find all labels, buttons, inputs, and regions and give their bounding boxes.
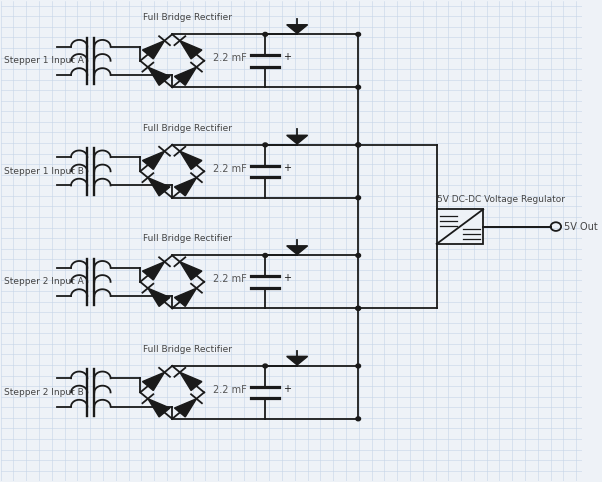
Text: Full Bridge Rectifier: Full Bridge Rectifier xyxy=(143,13,232,22)
Circle shape xyxy=(356,254,361,257)
Text: Stepper 1 Input A: Stepper 1 Input A xyxy=(4,56,84,65)
Circle shape xyxy=(263,254,267,257)
Polygon shape xyxy=(175,178,196,196)
Circle shape xyxy=(356,32,361,36)
Polygon shape xyxy=(287,135,308,144)
Polygon shape xyxy=(175,399,196,417)
Polygon shape xyxy=(148,178,170,196)
Text: 2.2 mF: 2.2 mF xyxy=(213,274,247,284)
Circle shape xyxy=(356,196,361,200)
Polygon shape xyxy=(148,399,170,417)
Text: Full Bridge Rectifier: Full Bridge Rectifier xyxy=(143,345,232,354)
Text: +: + xyxy=(282,53,291,62)
Circle shape xyxy=(356,307,361,310)
Polygon shape xyxy=(180,40,202,59)
Text: Full Bridge Rectifier: Full Bridge Rectifier xyxy=(143,124,232,133)
Polygon shape xyxy=(180,262,202,280)
Polygon shape xyxy=(180,151,202,170)
Circle shape xyxy=(356,143,361,147)
Text: +: + xyxy=(282,163,291,173)
Circle shape xyxy=(263,32,267,36)
Text: 2.2 mF: 2.2 mF xyxy=(213,164,247,174)
Text: Stepper 2 Input B: Stepper 2 Input B xyxy=(4,388,83,397)
Text: 2.2 mF: 2.2 mF xyxy=(213,54,247,63)
Bar xyxy=(436,209,483,244)
Polygon shape xyxy=(143,372,164,390)
Text: +: + xyxy=(282,273,291,283)
Polygon shape xyxy=(180,372,202,390)
Polygon shape xyxy=(143,151,164,170)
Polygon shape xyxy=(148,67,170,85)
Text: +: + xyxy=(282,384,291,394)
Circle shape xyxy=(356,85,361,89)
Text: 5V Out: 5V Out xyxy=(564,222,598,231)
Circle shape xyxy=(356,143,361,147)
Circle shape xyxy=(356,364,361,368)
Polygon shape xyxy=(175,67,196,85)
Polygon shape xyxy=(175,288,196,307)
Circle shape xyxy=(356,307,361,310)
Text: Stepper 2 Input A: Stepper 2 Input A xyxy=(4,277,83,286)
Text: 5V DC-DC Voltage Regulator: 5V DC-DC Voltage Regulator xyxy=(436,195,565,203)
Polygon shape xyxy=(287,246,308,254)
Circle shape xyxy=(263,143,267,147)
Circle shape xyxy=(356,417,361,421)
Text: 2.2 mF: 2.2 mF xyxy=(213,385,247,395)
Polygon shape xyxy=(143,40,164,59)
Circle shape xyxy=(263,364,267,368)
Polygon shape xyxy=(143,262,164,280)
Polygon shape xyxy=(148,288,170,307)
Text: Full Bridge Rectifier: Full Bridge Rectifier xyxy=(143,234,232,243)
Text: Stepper 1 Input B: Stepper 1 Input B xyxy=(4,167,84,176)
Polygon shape xyxy=(287,356,308,365)
Polygon shape xyxy=(287,25,308,33)
